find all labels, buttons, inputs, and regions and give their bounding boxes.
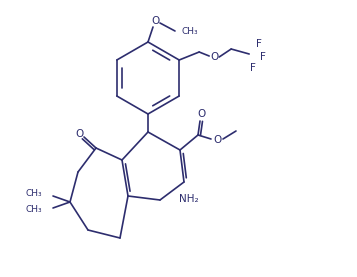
Text: O: O (76, 129, 84, 139)
Text: O: O (210, 52, 218, 62)
Text: F: F (250, 63, 256, 73)
Text: NH₂: NH₂ (179, 194, 199, 204)
Text: F: F (260, 52, 266, 62)
Text: F: F (256, 39, 262, 49)
Text: CH₃: CH₃ (25, 189, 42, 199)
Text: O: O (214, 135, 222, 145)
Text: CH₃: CH₃ (182, 27, 198, 37)
Text: CH₃: CH₃ (25, 206, 42, 214)
Text: O: O (152, 16, 160, 26)
Text: O: O (197, 109, 205, 119)
